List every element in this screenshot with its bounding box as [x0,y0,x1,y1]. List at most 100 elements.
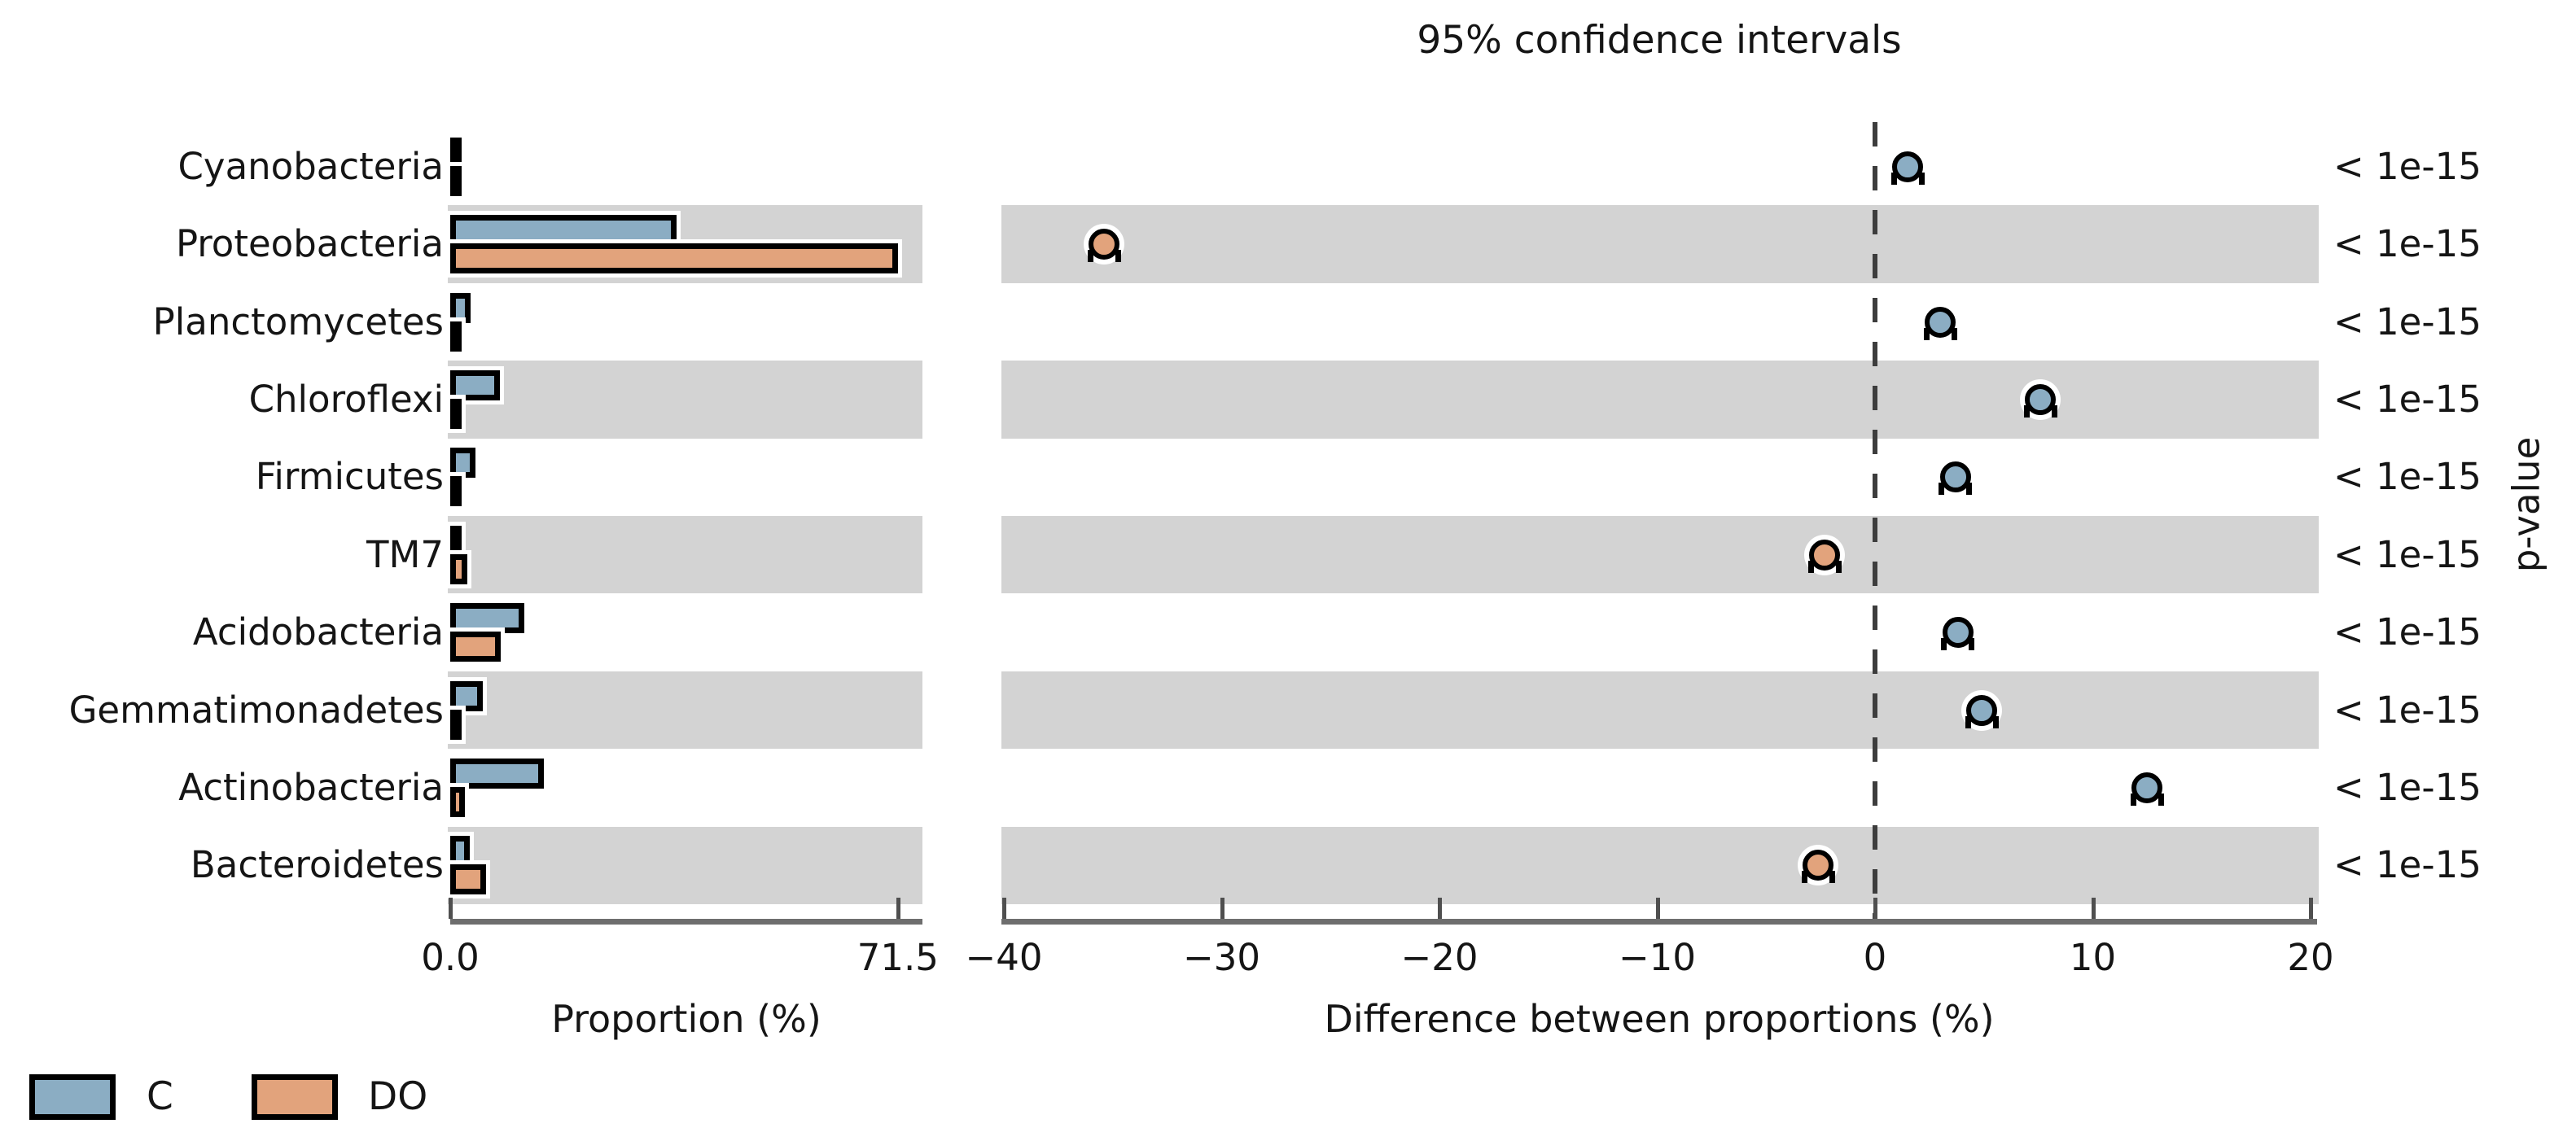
ci-whisker-cap-left [1965,715,1971,728]
p-value-text: < 1e-15 [2333,843,2482,887]
proportion-bar-do [450,632,501,662]
ci-dot [1942,617,1974,649]
right-panel-x-axis-label: Difference between proportions (%) [1324,997,1995,1041]
proportion-bar-c [450,448,475,479]
proportion-bar-do [450,786,466,817]
p-value-text: < 1e-15 [2333,144,2482,188]
right-axis-tick-mark [1655,898,1660,919]
row-band-left [448,361,922,439]
proportion-bar-c [450,292,471,323]
row-band-left [448,671,922,750]
proportion-bar-do [450,476,462,507]
proportion-bar-do [450,243,898,274]
row-band-right [1001,205,2319,283]
legend-swatch-c [29,1074,116,1120]
right-axis-tick-label: −10 [1619,936,1696,979]
ci-whisker-cap-right [1115,250,1121,263]
p-value-text: < 1e-15 [2333,688,2482,732]
right-axis-tick-mark [1220,898,1224,919]
ci-whisker-cap-left [1939,483,1945,496]
ci-dot [1089,229,1120,260]
zero-reference-dashed-line [1873,122,1877,925]
right-axis-tick-mark [1002,898,1006,919]
proportion-bar-c [450,369,500,400]
ci-whisker-cap-right [2158,793,2164,806]
proportion-bar-do [450,709,462,740]
row-band-right [1001,361,2319,439]
ci-whisker-cap-left [1890,172,1897,185]
row-label-taxon: Cyanobacteria [177,144,444,188]
proportion-bar-c [450,680,483,711]
legend-swatch-do [252,1074,338,1120]
proportion-bar-do [450,165,462,196]
ci-dot [2025,383,2057,415]
right-panel-x-axis [1001,919,2317,925]
p-value-axis-label: p-value [2504,436,2548,573]
right-axis-tick-mark [2309,898,2313,919]
ci-whisker-cap-right [1992,715,1999,728]
ci-whisker-cap-left [1923,327,1930,340]
proportion-bar-c [450,525,462,556]
proportion-bar-do [450,398,462,429]
row-label-taxon: Acidobacteria [192,610,444,654]
row-band-right [1001,826,2319,904]
row-band-right [1001,671,2319,750]
proportion-bar-do [450,321,462,352]
row-label-taxon: Gemmatimonadetes [68,688,444,732]
proportion-bar-c [450,215,677,246]
ci-whisker-cap-right [1835,560,1842,573]
proportion-bar-do [450,553,467,584]
left-panel-x-axis [450,919,922,925]
ci-whisker-cap-left [2130,793,2136,806]
row-label-taxon: Firmicutes [255,455,444,499]
right-axis-tick-label: −40 [965,936,1043,979]
right-axis-tick-label: 0 [1863,936,1887,979]
p-value-text: < 1e-15 [2333,610,2482,654]
row-band-right [1001,516,2319,594]
chart-title: 95% confidence intervals [1417,18,1902,63]
ci-whisker-cap-right [2051,404,2057,418]
ci-dot [1809,539,1841,571]
right-axis-tick-label: −30 [1183,936,1260,979]
row-label-taxon: Proteobacteria [175,222,444,266]
legend-label-do: DO [368,1074,428,1119]
right-axis-tick-label: 10 [2069,936,2117,979]
ci-whisker-cap-left [1087,250,1093,263]
ci-dot [1925,306,1956,338]
left-panel-x-axis-label: Proportion (%) [551,997,821,1041]
row-label-taxon: Chloroflexi [248,377,444,421]
left-axis-tick-label: 71.5 [856,936,939,979]
ci-whisker-cap-left [1807,560,1814,573]
ci-dot [1892,151,1924,182]
legend-label-c: C [147,1074,173,1119]
right-axis-tick-label: −20 [1400,936,1479,979]
ci-whisker-cap-right [1951,327,1957,340]
proportion-bar-c [450,836,470,867]
p-value-text: < 1e-15 [2333,532,2482,576]
proportion-bar-do [450,864,486,895]
right-axis-tick-mark [1873,898,1877,919]
ci-dot [1939,461,1971,493]
right-axis-tick-label: 20 [2287,936,2334,979]
ci-whisker-cap-left [2023,404,2030,418]
ci-whisker-cap-left [1941,638,1947,651]
p-value-text: < 1e-15 [2333,377,2482,421]
ci-whisker-cap-right [1969,638,1975,651]
p-value-text: < 1e-15 [2333,299,2482,343]
left-axis-tick-label: 0.0 [421,936,480,979]
ci-whisker-cap-right [1966,483,1973,496]
row-label-taxon: Actinobacteria [178,765,444,809]
right-axis-tick-mark [2091,898,2096,919]
row-band-left [448,516,922,594]
left-axis-tick-mark [449,898,453,919]
row-band-left [448,826,922,904]
proportion-bar-c [450,758,544,789]
row-label-taxon: TM7 [366,532,444,576]
proportion-bar-c [450,603,524,634]
row-label-taxon: Bacteroidetes [190,843,444,887]
ci-dot [2131,772,2163,803]
p-value-text: < 1e-15 [2333,765,2482,809]
ci-dot [1966,694,1998,726]
ci-whisker-cap-right [1829,871,1835,884]
